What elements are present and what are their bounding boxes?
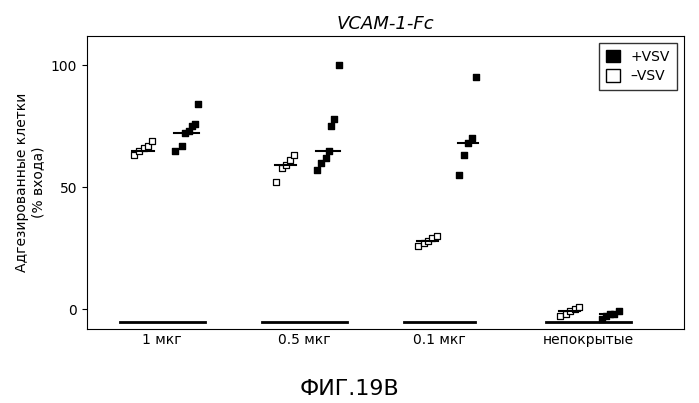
Point [180, 130, 191, 137]
Point [569, 306, 580, 312]
Text: 0.5 мкг: 0.5 мкг [278, 333, 331, 347]
Text: 0.1 мкг: 0.1 мкг [413, 333, 466, 347]
Text: непокрытые: непокрытые [543, 333, 634, 347]
Point [289, 152, 300, 159]
Point [561, 311, 572, 317]
Point [134, 147, 145, 154]
Point [147, 137, 158, 144]
Point [184, 128, 195, 134]
Point [143, 142, 154, 149]
Point [169, 147, 180, 154]
Point [462, 140, 473, 146]
Point [573, 303, 584, 310]
Point [596, 316, 607, 322]
Point [555, 313, 566, 320]
Text: 1 мкг: 1 мкг [143, 333, 182, 347]
Point [333, 62, 344, 69]
Point [320, 155, 331, 161]
Title: VCAM-1-Fc: VCAM-1-Fc [337, 15, 434, 33]
Point [189, 120, 201, 127]
Point [187, 123, 198, 129]
Point [323, 147, 334, 154]
Point [471, 74, 482, 81]
Point [427, 235, 438, 241]
Point [177, 142, 188, 149]
Point [192, 101, 203, 108]
Text: ФИГ.19В: ФИГ.19В [300, 379, 399, 399]
Point [329, 116, 340, 122]
Point [412, 243, 424, 249]
Point [280, 162, 291, 168]
Point [312, 167, 323, 173]
Point [431, 233, 442, 239]
Point [605, 311, 616, 317]
Point [271, 179, 282, 185]
Point [284, 157, 296, 164]
Legend: +VSV, –VSV: +VSV, –VSV [599, 43, 677, 90]
Point [600, 313, 612, 320]
Point [316, 160, 327, 166]
Point [422, 237, 433, 244]
Point [128, 152, 139, 159]
Point [418, 240, 429, 246]
Point [458, 152, 469, 159]
Point [609, 311, 620, 317]
Point [326, 123, 337, 129]
Y-axis label: Адгезированные клетки
(% входа): Адгезированные клетки (% входа) [15, 93, 45, 272]
Point [466, 135, 477, 141]
Point [138, 145, 150, 151]
Point [565, 308, 576, 315]
Point [276, 164, 287, 171]
Point [454, 172, 465, 178]
Point [613, 308, 624, 315]
